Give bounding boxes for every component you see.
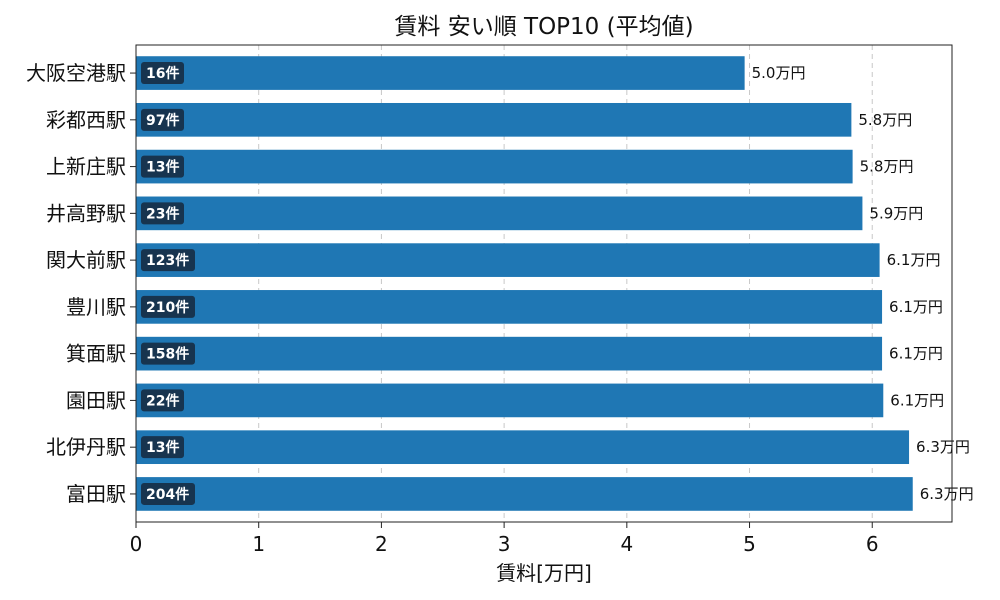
count-label: 210件 [146, 299, 189, 316]
bar [136, 102, 852, 137]
x-tick-label: 0 [130, 532, 143, 556]
value-label: 6.3万円 [920, 485, 974, 503]
count-badge [141, 295, 195, 318]
x-axis-ticks: 0 1 2 3 4 5 6 [130, 522, 879, 556]
bar [136, 243, 880, 277]
bar [136, 196, 863, 231]
y-tick-label: 井高野駅 [46, 201, 126, 225]
x-tick-label: 2 [375, 532, 388, 556]
value-label: 6.1万円 [889, 298, 943, 316]
y-tick-label: 上新庄駅 [46, 155, 126, 179]
count-badge [141, 389, 184, 412]
y-tick-label: 園田駅 [66, 388, 126, 412]
bar [136, 477, 913, 511]
bar [136, 383, 884, 418]
y-tick-label: 関大前駅 [46, 248, 126, 272]
count-badge [141, 249, 195, 272]
count-badge [141, 62, 184, 85]
count-badge [141, 436, 184, 459]
bar [136, 56, 745, 90]
value-label: 6.1万円 [890, 391, 944, 409]
bar [136, 336, 883, 371]
value-label: 5.0万円 [752, 64, 806, 82]
x-tick-label: 3 [498, 532, 511, 556]
count-label: 23件 [146, 205, 179, 222]
y-tick-label: 箕面駅 [66, 342, 126, 366]
x-tick-label: 1 [252, 532, 265, 556]
count-label: 16件 [146, 65, 179, 82]
x-tick-label: 5 [743, 532, 756, 556]
bar [136, 430, 910, 465]
count-label: 13件 [146, 159, 179, 176]
value-label: 6.1万円 [887, 251, 941, 269]
count-label: 204件 [146, 486, 189, 503]
count-badge [141, 482, 195, 505]
bar [136, 290, 883, 324]
value-label: 6.3万円 [916, 438, 970, 456]
x-axis-label: 賃料[万円] [496, 561, 592, 585]
plot-frame [135, 44, 953, 523]
count-badge [141, 155, 184, 178]
chart-title: 賃料 安い順 TOP10 (平均値) [394, 14, 693, 40]
bars: 16件 5.0万円 97件 5.8万円 13件 5.8万円 23件 5.9万円 123件 6.1万… [136, 56, 974, 511]
count-label: 123件 [146, 252, 189, 269]
value-label: 6.1万円 [889, 345, 943, 363]
y-tick-label: 富田駅 [66, 482, 126, 506]
y-tick-label: 豊川駅 [66, 295, 126, 319]
count-badge [141, 202, 184, 225]
count-label: 97件 [146, 112, 179, 129]
value-label: 5.8万円 [858, 111, 912, 129]
count-badge [141, 342, 195, 365]
x-tick-label: 4 [620, 532, 633, 556]
y-tick-label: 北伊丹駅 [46, 435, 126, 459]
count-label: 13件 [146, 439, 179, 456]
count-label: 158件 [146, 346, 189, 363]
bar [136, 149, 853, 184]
count-label: 22件 [146, 392, 179, 409]
value-label: 5.8万円 [860, 158, 914, 176]
y-tick-label: 彩都西駅 [46, 108, 126, 132]
count-badge [141, 108, 184, 131]
value-label: 5.9万円 [869, 204, 923, 222]
x-tick-label: 6 [866, 532, 879, 556]
y-tick-label: 大阪空港駅 [26, 61, 126, 85]
